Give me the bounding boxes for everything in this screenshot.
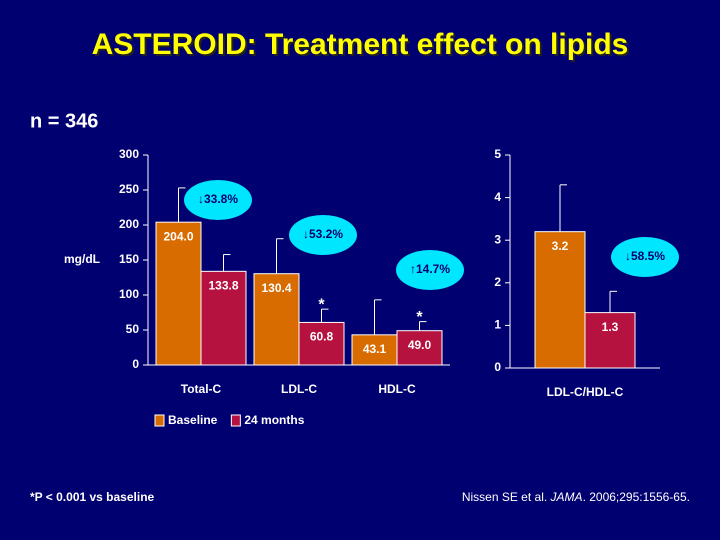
slide-title: ASTEROID: Treatment effect on lipids: [92, 28, 629, 61]
citation: Nissen SE et al. JAMA. 2006;295:1556-65.: [462, 490, 690, 504]
y-tick-label: 300: [119, 147, 139, 161]
legend-swatch: [154, 414, 165, 427]
annotation: ↓53.2%: [303, 227, 343, 241]
y-tick-label: 3: [494, 232, 501, 246]
y-tick-label: 200: [119, 217, 139, 231]
y-tick-label: 250: [119, 182, 139, 196]
x-tick-label: LDL-C: [281, 382, 317, 396]
annotation-oval: [184, 180, 252, 220]
y-axis-label: mg/dL: [64, 252, 100, 266]
bar: [396, 330, 443, 366]
annotation: ↓33.8%: [198, 192, 238, 206]
bar: [253, 273, 300, 366]
y-tick-label: 100: [119, 287, 139, 301]
citation-journal: JAMA: [550, 490, 583, 504]
annotation-oval: [396, 250, 464, 290]
x-tick-label: LDL-C/HDL-C: [547, 385, 624, 399]
value-label: 60.8: [310, 330, 334, 344]
bar: [298, 321, 345, 366]
bar: [155, 221, 202, 366]
value-label: 3.2: [552, 239, 569, 253]
bar: [534, 231, 586, 369]
value-label: 43.1: [363, 342, 387, 356]
y-tick-label: 0: [132, 357, 139, 371]
y-tick-label: 1: [494, 318, 501, 332]
x-tick-label: Total-C: [181, 382, 222, 396]
y-tick-label: 50: [126, 322, 140, 336]
bar: [351, 334, 398, 366]
value-label: 130.4: [261, 281, 291, 295]
citation-details: . 2006;295:1556-65.: [583, 490, 690, 504]
annotation: ↑14.7%: [410, 262, 450, 276]
significance-flag: *: [416, 309, 423, 326]
bar: [200, 270, 247, 366]
value-label: 133.8: [208, 279, 238, 293]
y-tick-label: 150: [119, 252, 139, 266]
annotation-oval: [611, 237, 679, 277]
value-label: 204.0: [163, 229, 193, 243]
bar: [584, 312, 636, 369]
value-label: 1.3: [602, 320, 619, 334]
legend-swatch: [230, 414, 241, 427]
y-tick-label: 4: [494, 190, 501, 204]
y-tick-label: 5: [494, 147, 501, 161]
footnote: *P < 0.001 vs baseline: [30, 490, 155, 504]
x-tick-label: HDL-C: [378, 382, 416, 396]
annotation: ↓58.5%: [625, 249, 665, 263]
significance-flag: *: [318, 296, 325, 313]
citation-authors: Nissen SE et al.: [462, 490, 551, 504]
y-tick-label: 2: [494, 275, 501, 289]
title-shadow: ASTEROID: Treatment effect on lipids: [94, 30, 631, 63]
legend-label: Baseline: [168, 413, 218, 427]
subtitle: n = 346: [30, 110, 98, 132]
legend-label: 24 months: [244, 413, 304, 427]
y-tick-label: 0: [494, 360, 501, 374]
annotation-oval: [289, 215, 357, 255]
value-label: 49.0: [408, 338, 432, 352]
